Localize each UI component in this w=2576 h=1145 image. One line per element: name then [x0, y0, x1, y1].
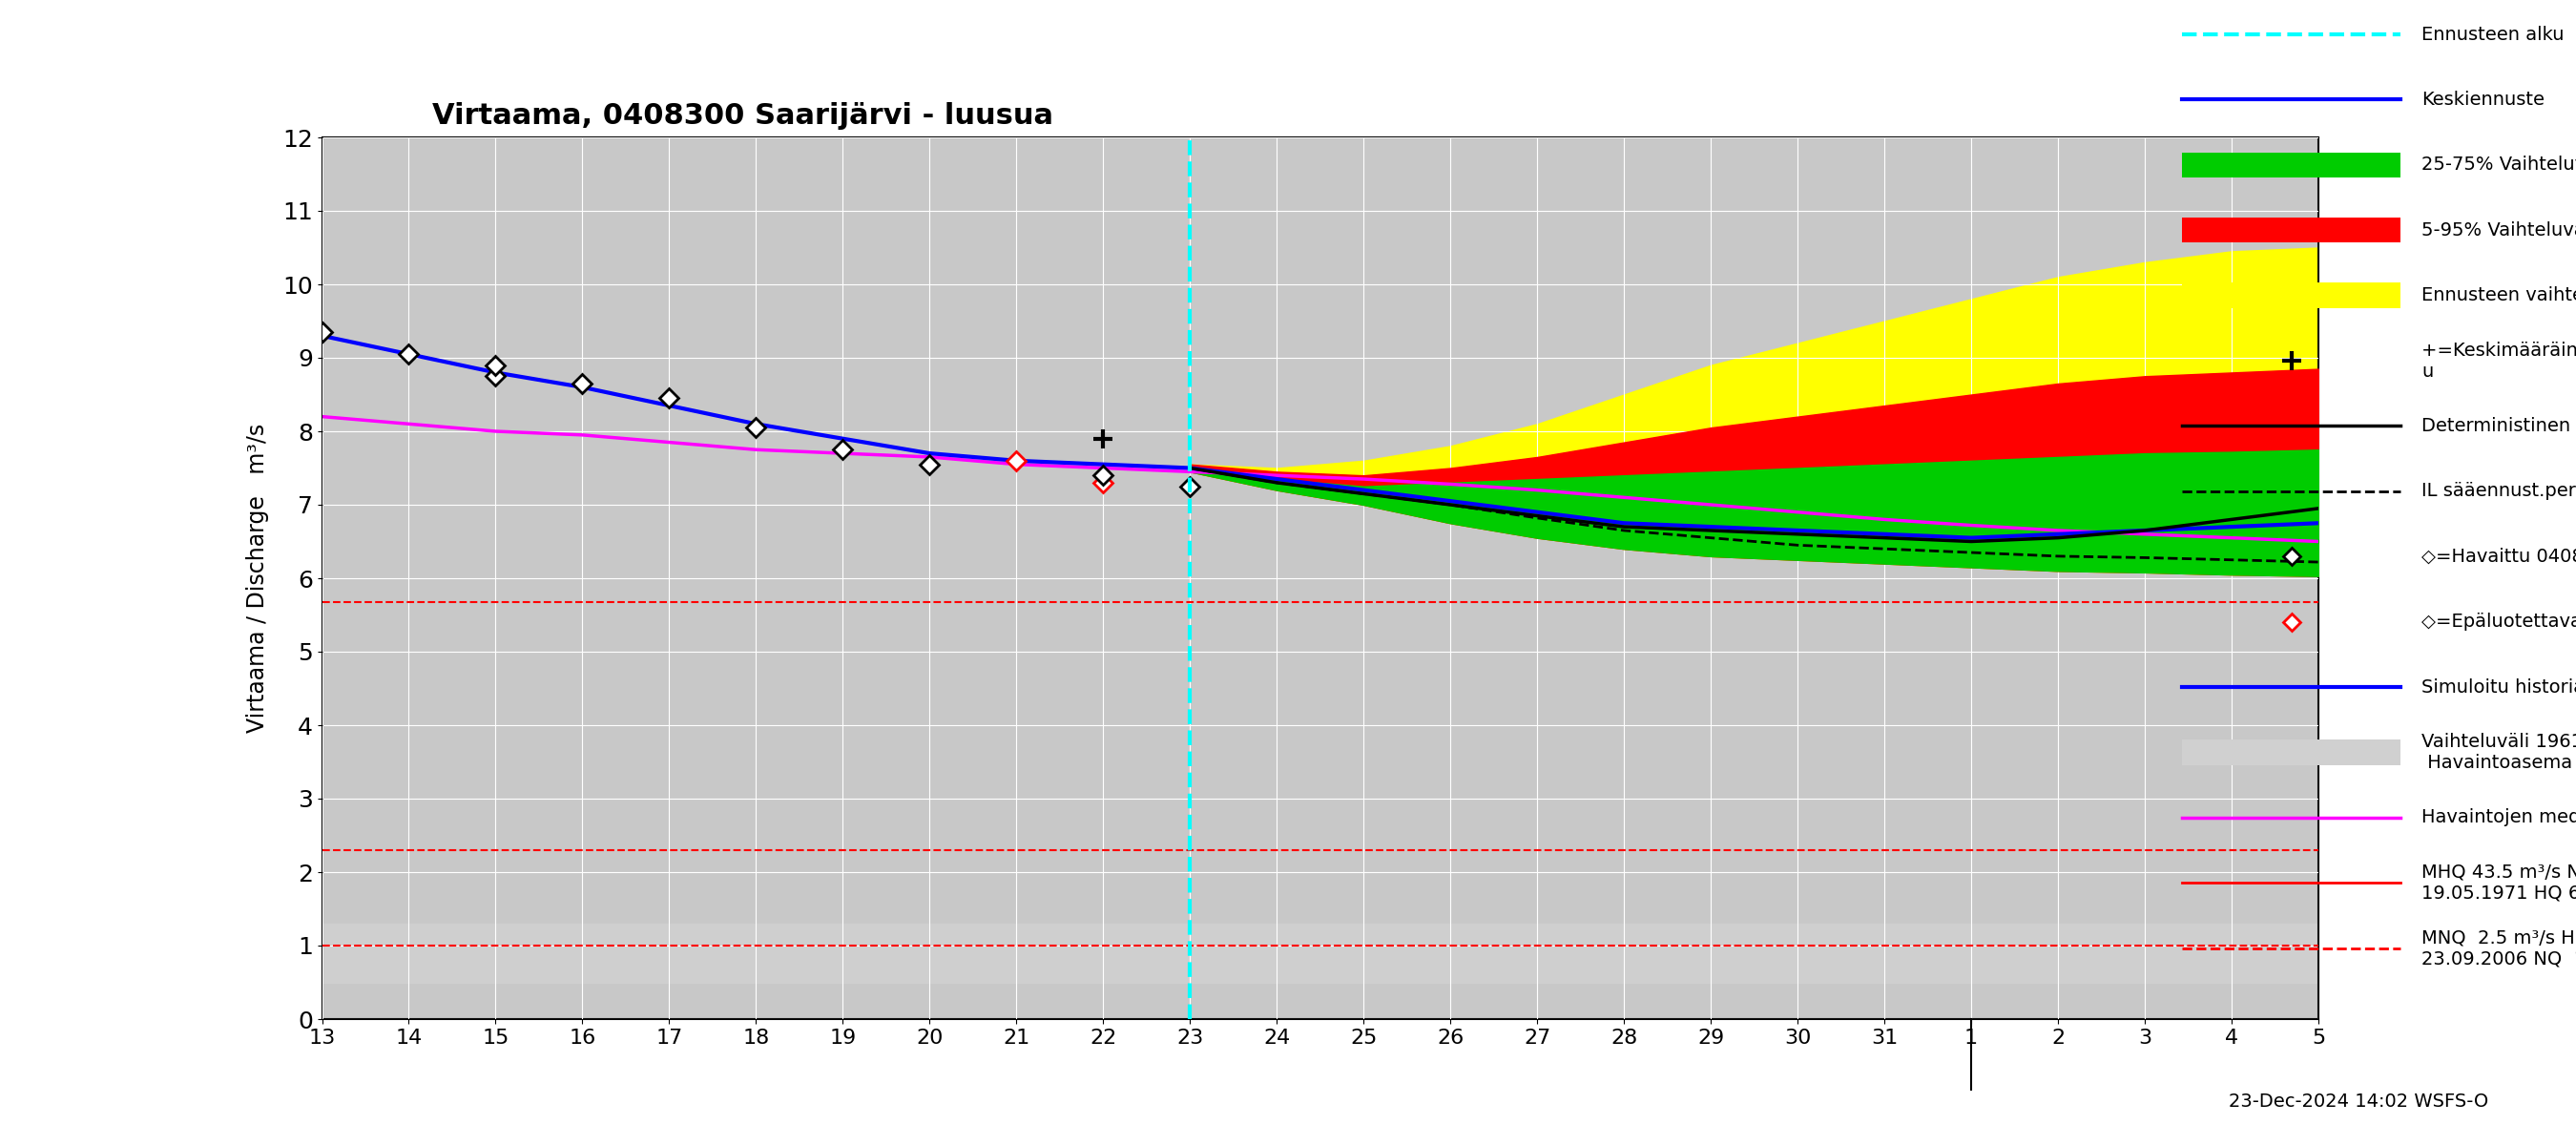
Text: MNQ  2.5 m³/s HNQ  5.6
23.09.2006 NQ  1.1: MNQ 2.5 m³/s HNQ 5.6 23.09.2006 NQ 1.1 [2421, 929, 2576, 968]
Text: Deterministinen ennuste: Deterministinen ennuste [2421, 417, 2576, 435]
Text: Havaintojen mediaani: Havaintojen mediaani [2421, 808, 2576, 827]
Text: Vaihteluväli 1961-2023
 Havaintoasema 0408300: Vaihteluväli 1961-2023 Havaintoasema 040… [2421, 733, 2576, 772]
Text: Virtaama, 0408300 Saarijärvi - luusua: Virtaama, 0408300 Saarijärvi - luusua [433, 102, 1054, 129]
Y-axis label: Virtaama / Discharge   m³/s: Virtaama / Discharge m³/s [247, 424, 268, 733]
Text: IL sääennust.perustuva: IL sääennust.perustuva [2421, 482, 2576, 500]
Text: 25-75% Vaihteluväli: 25-75% Vaihteluväli [2421, 156, 2576, 174]
Text: ◇=Epäluotettava hav.: ◇=Epäluotettava hav. [2421, 613, 2576, 631]
Text: 23-Dec-2024 14:02 WSFS-O: 23-Dec-2024 14:02 WSFS-O [2228, 1092, 2488, 1111]
Text: +=Keskimääräinen huipp
u: +=Keskimääräinen huipp u [2421, 341, 2576, 380]
Text: MHQ 43.5 m³/s NHQ 15.8
19.05.1971 HQ 66.0: MHQ 43.5 m³/s NHQ 15.8 19.05.1971 HQ 66.… [2421, 863, 2576, 902]
Text: Ennusteen alku: Ennusteen alku [2421, 25, 2563, 44]
Text: Simuloitu historia: Simuloitu historia [2421, 678, 2576, 696]
Text: Ennusteen vaihteluväli: Ennusteen vaihteluväli [2421, 286, 2576, 305]
Text: Keskiennuste: Keskiennuste [2421, 90, 2545, 109]
Text: 5-95% Vaihteluväli: 5-95% Vaihteluväli [2421, 221, 2576, 239]
Text: ◇=Havaittu 0408300: ◇=Havaittu 0408300 [2421, 547, 2576, 566]
